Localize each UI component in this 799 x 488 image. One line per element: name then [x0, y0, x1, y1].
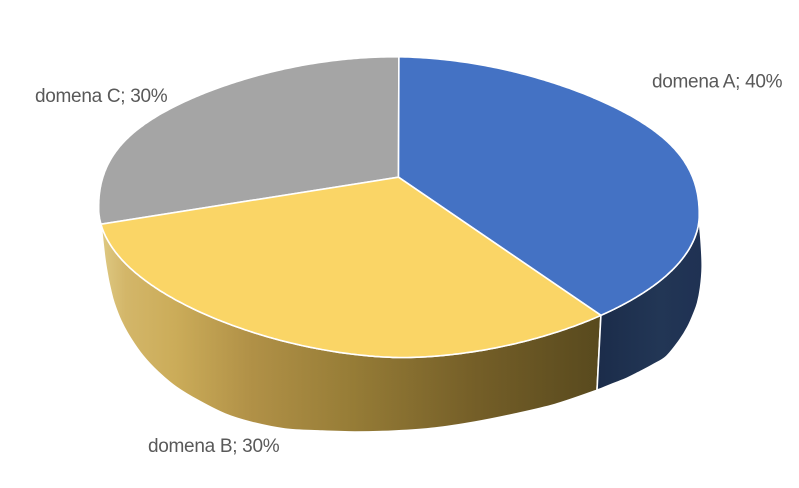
svg-text:domena C; 30%: domena C; 30% [35, 86, 168, 107]
svg-text:domena A; 40%: domena A; 40% [652, 72, 783, 93]
svg-text:domena B; 30%: domena B; 30% [148, 436, 280, 457]
